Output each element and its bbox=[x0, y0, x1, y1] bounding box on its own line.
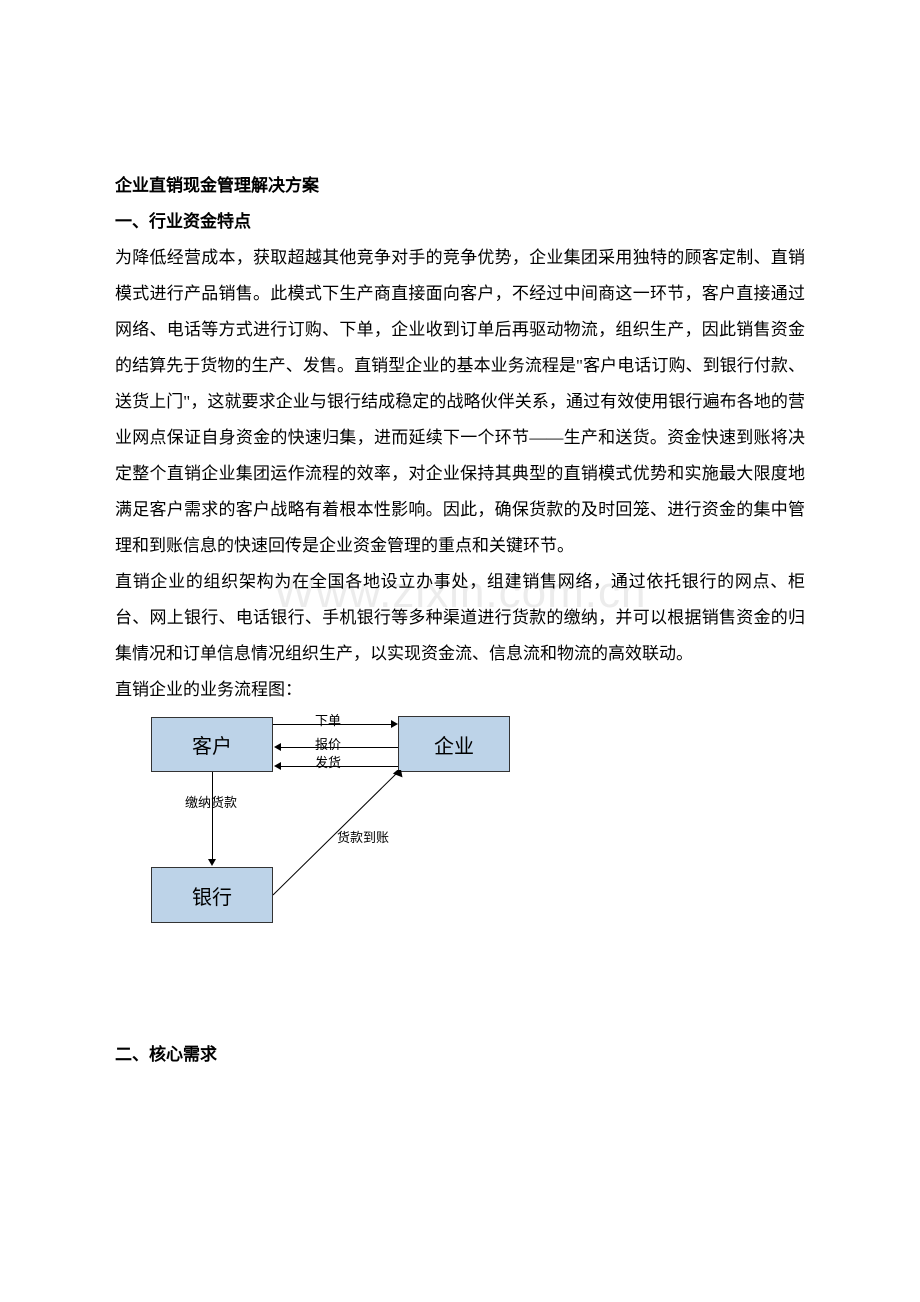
node-bank: 银行 bbox=[151, 867, 273, 923]
arrow-pay-label: 缴纳货款 bbox=[185, 792, 237, 811]
section2-heading: 二、核心需求 bbox=[115, 1037, 805, 1073]
arrow-quote-label: 报价 bbox=[315, 734, 341, 753]
section1-heading: 一、行业资金特点 bbox=[115, 204, 805, 240]
section1-paragraph2: 直销企业的组织架构为在全国各地设立办事处，组建销售网络，通过依托银行的网点、柜台… bbox=[115, 564, 805, 672]
arrow-pay-head bbox=[208, 859, 216, 866]
node-customer: 客户 bbox=[151, 717, 273, 772]
section1-paragraph1: 为降低经营成本，获取超越其他竞争对手的竞争优势，企业集团采用独特的顾客定制、直销… bbox=[115, 240, 805, 564]
flowchart-label: 直销企业的业务流程图： bbox=[115, 672, 805, 708]
arrow-ship-head bbox=[274, 762, 281, 770]
document-content: 企业直销现金管理解决方案 一、行业资金特点 为降低经营成本，获取超越其他竞争对手… bbox=[115, 168, 805, 1073]
arrow-order-head bbox=[391, 720, 398, 728]
arrow-order-label: 下单 bbox=[315, 710, 341, 729]
arrow-quote-head bbox=[274, 743, 281, 751]
arrow-pay-line bbox=[212, 772, 213, 860]
arrow-arrive-label: 货款到账 bbox=[337, 827, 389, 846]
arrow-ship-label: 发货 bbox=[315, 752, 341, 771]
flowchart-diagram: 客户 企业 银行 下单 报价 发货 缴纳货款 货款到账 bbox=[115, 712, 495, 927]
document-title: 企业直销现金管理解决方案 bbox=[115, 168, 805, 204]
node-company: 企业 bbox=[398, 716, 510, 772]
